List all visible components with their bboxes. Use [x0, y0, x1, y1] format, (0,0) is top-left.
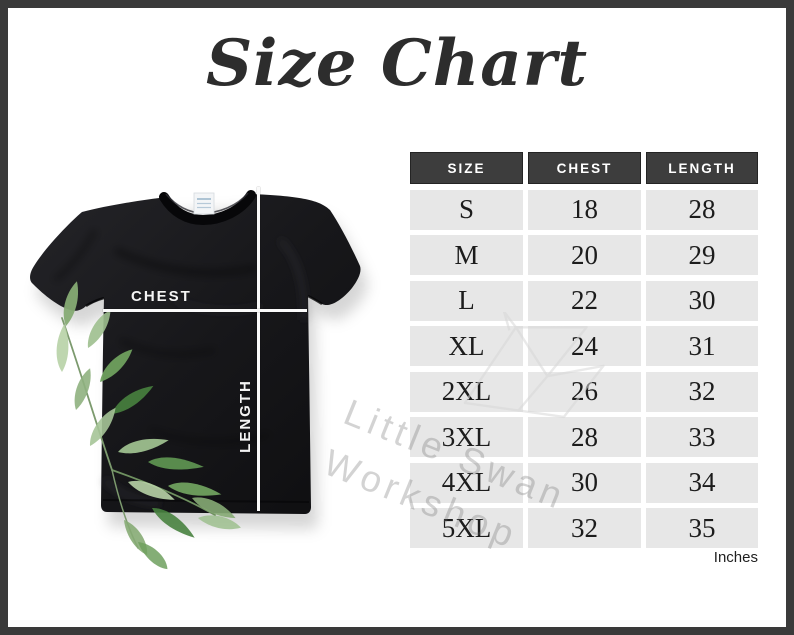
- shirt-body: [30, 194, 361, 514]
- column-header-length: LENGTH: [646, 152, 758, 184]
- table-cell: 34: [646, 462, 758, 503]
- table-cell: 28: [528, 417, 641, 457]
- table-cell: 4XL: [410, 462, 523, 503]
- table-cell: 31: [646, 326, 758, 366]
- table-cell: 24: [528, 326, 641, 366]
- leaf-branch: [56, 281, 241, 570]
- chest-measure-line: [103, 309, 307, 312]
- table-cell: S: [410, 189, 523, 230]
- chest-label: CHEST: [131, 288, 192, 305]
- table-cell: 35: [646, 508, 758, 548]
- table-cell: 3XL: [410, 417, 523, 457]
- column-header-size: SIZE: [410, 152, 523, 184]
- page-title: Size Chart: [205, 26, 589, 101]
- leaves: [56, 281, 241, 570]
- tshirt-illustration: [30, 190, 368, 570]
- neck-label: [193, 192, 215, 215]
- table-cell: 26: [528, 371, 641, 412]
- table-cell: 22: [528, 280, 641, 321]
- units-note: Inches: [713, 549, 758, 566]
- table-cell: 5XL: [410, 508, 523, 548]
- size-table: SIZE CHEST LENGTH S 18 28 M 20 29 L 22 30 XL 24 31 2…: [410, 152, 758, 548]
- table-cell: 2XL: [410, 371, 523, 412]
- table-cell: 33: [646, 417, 758, 457]
- table-cell: 32: [646, 371, 758, 412]
- table-cell: 32: [528, 508, 641, 548]
- table-cell: XL: [410, 326, 523, 366]
- table-cell: 18: [528, 189, 641, 230]
- table-cell: L: [410, 280, 523, 321]
- table-cell: 29: [646, 235, 758, 275]
- length-measure-line: [257, 187, 260, 511]
- length-label: LENGTH: [237, 379, 254, 453]
- table-cell: 30: [528, 462, 641, 503]
- table-cell: 28: [646, 189, 758, 230]
- table-cell: 20: [528, 235, 641, 275]
- table-cell: 30: [646, 280, 758, 321]
- table-cell: M: [410, 235, 523, 275]
- column-header-chest: CHEST: [528, 152, 641, 184]
